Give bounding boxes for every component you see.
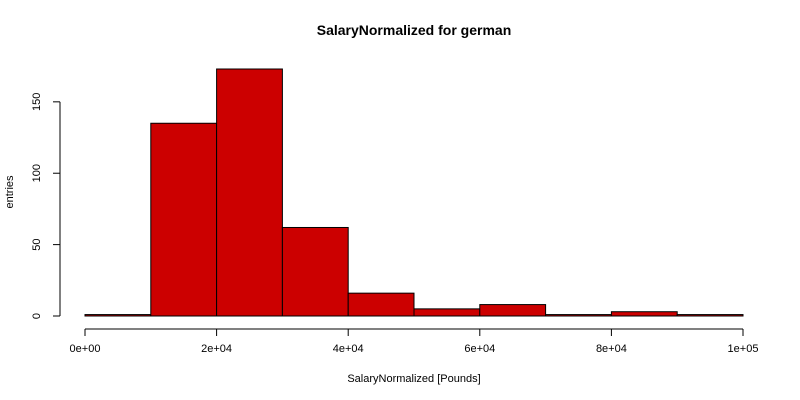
histogram-bar xyxy=(84,314,152,317)
histogram-bar xyxy=(676,314,744,317)
histogram-bar xyxy=(479,304,547,317)
x-axis-label: SalaryNormalized [Pounds] xyxy=(347,373,480,385)
y-tick-label: 0 xyxy=(31,313,43,319)
y-axis: 0 50 100 150 xyxy=(31,93,61,319)
histogram-bar xyxy=(150,122,218,317)
x-tick-label: 1e+05 xyxy=(728,343,759,355)
x-tick-label: 6e+04 xyxy=(464,343,495,355)
x-tick-label: 2e+04 xyxy=(201,343,232,355)
chart-title: SalaryNormalized for german xyxy=(317,22,512,38)
y-axis-label: entries xyxy=(4,175,16,209)
histogram-bar xyxy=(216,68,283,317)
x-tick-label: 4e+04 xyxy=(333,343,364,355)
histogram-bar xyxy=(610,311,678,317)
x-tick-label: 0e+00 xyxy=(70,343,101,355)
histogram-bar xyxy=(347,292,415,317)
bars-group xyxy=(84,68,744,317)
histogram-bar xyxy=(413,308,481,317)
x-tick-label: 8e+04 xyxy=(596,343,627,355)
x-axis: 0e+00 2e+04 4e+04 6e+04 8e+04 1e+05 xyxy=(70,328,759,355)
histogram-bar xyxy=(545,314,612,317)
y-tick-label: 150 xyxy=(31,93,43,111)
histogram-bar xyxy=(281,226,349,317)
y-tick-label: 100 xyxy=(31,164,43,182)
y-tick-label: 50 xyxy=(31,238,43,250)
